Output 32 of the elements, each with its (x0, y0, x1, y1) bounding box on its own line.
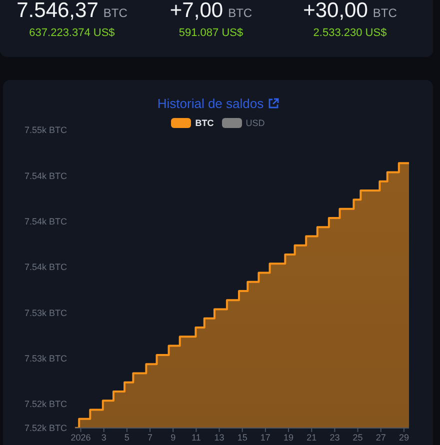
y-tick-label: 7.54k BTC (24, 216, 68, 227)
y-tick-label: 7.54k BTC (24, 262, 68, 272)
y-tick-label: 7.53k BTC (24, 308, 68, 318)
y-tick-label: 7.55k BTC (24, 125, 68, 136)
text: 637.223.374 US$ (28, 27, 116, 39)
x-tick-label: 27 (376, 432, 386, 442)
x-tick-label: 9 (170, 432, 176, 442)
x-tick-label: 17 (260, 432, 270, 442)
text: 2.533.230 US$ (312, 27, 388, 39)
y-tick-label: 7.53k BTC (24, 354, 68, 364)
y-tick-label: 7.52k BTC (24, 399, 68, 410)
text: +7,00 BTC (170, 0, 252, 22)
y-tick-label: 7.52k BTC (24, 423, 68, 434)
x-tick-label: 15 (237, 432, 248, 442)
legend-label: BTC (195, 118, 214, 128)
x-tick-label: 11 (192, 432, 201, 442)
legend-label: USD (246, 118, 265, 128)
x-tick-label: 23 (330, 432, 340, 442)
x-tick-label: 13 (214, 432, 224, 442)
x-tick-label: 2026 (70, 432, 91, 442)
x-tick-label: 19 (284, 432, 294, 442)
text: 7.546,37 BTC (16, 0, 128, 22)
x-tick-label: 5 (124, 432, 130, 442)
x-tick-label: 21 (306, 432, 317, 442)
x-tick-label: 29 (398, 432, 409, 442)
y-tick-label: 7.54k BTC (24, 170, 68, 181)
text: +30,00 BTC (303, 0, 397, 22)
chart-title: Historial de saldos (157, 96, 264, 111)
x-tick-label: 7 (148, 432, 153, 442)
x-tick-label: 25 (352, 432, 363, 442)
x-tick-label: 3 (101, 432, 106, 442)
text: 591.087 US$ (178, 27, 244, 39)
